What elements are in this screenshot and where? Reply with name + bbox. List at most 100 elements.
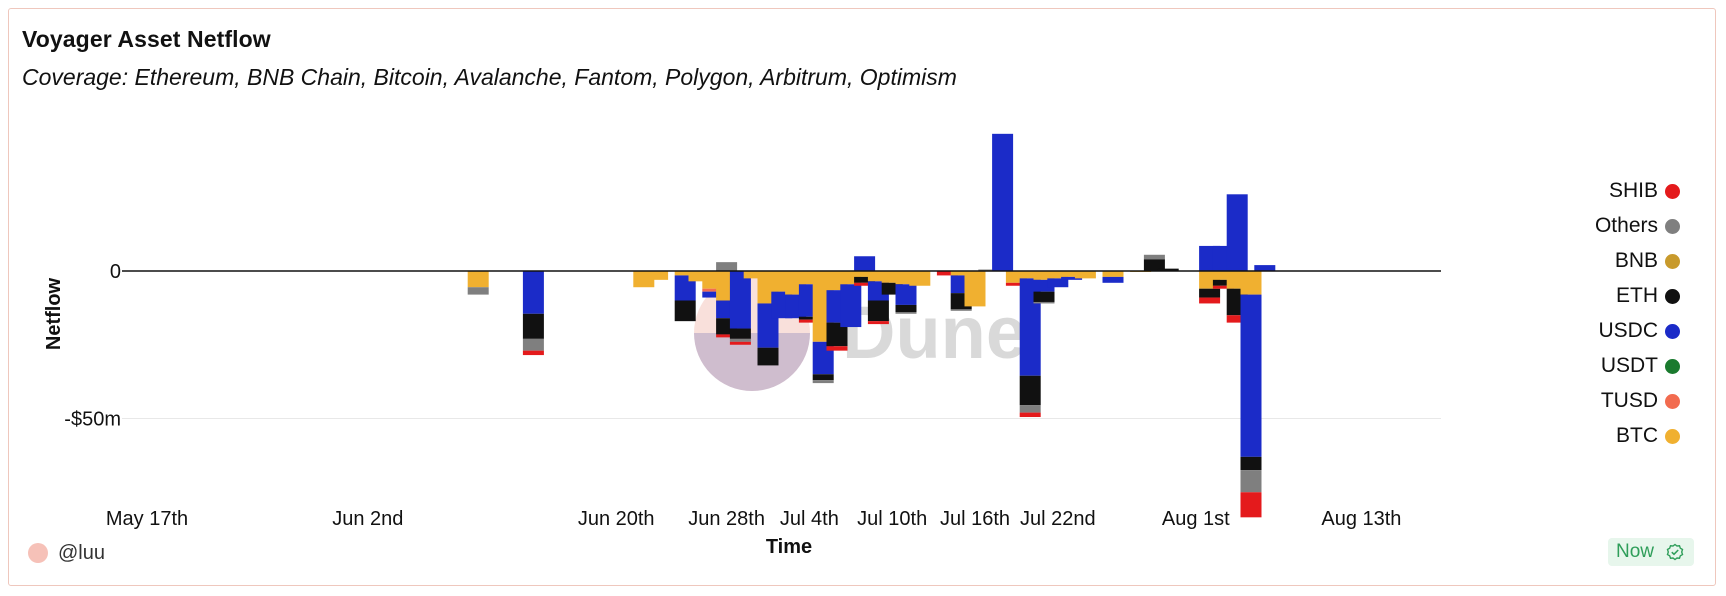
bar-btc-2022-08-03[interactable] — [1212, 271, 1234, 280]
x-axis-ticks: May 17th Jun 2nd Jun 20th Jun 28th Jul 4th Ju… — [106, 508, 1402, 530]
bar-usdc-2022-07-07[interactable] — [840, 284, 862, 328]
bar-eth-2022-07-08[interactable] — [854, 276, 876, 283]
legend-swatch-bnb — [1665, 254, 1680, 269]
bar-shib-2022-08-04[interactable] — [1226, 315, 1248, 323]
bar-eth-2022-07-05[interactable] — [812, 374, 834, 381]
bar-shib-2022-07-19[interactable] — [1005, 282, 1027, 286]
legend-item-eth[interactable]: ETH — [1500, 280, 1700, 315]
bar-eth-2022-07-29[interactable] — [1143, 259, 1165, 271]
bar-usdc-2022-06-27[interactable] — [702, 291, 724, 298]
y-axis-ticks: 0 -$50m — [64, 261, 121, 431]
bar-shib-2022-07-06[interactable] — [826, 346, 848, 351]
bar-eth-2022-07-04[interactable] — [798, 316, 820, 320]
bar-btc-2022-06-10[interactable] — [467, 271, 489, 288]
bar-btc-2022-07-19[interactable] — [1005, 271, 1027, 283]
bar-usdc-2022-06-29[interactable] — [729, 271, 751, 329]
x-axis-label: Time — [766, 536, 812, 558]
bar-others-2022-07-15[interactable] — [950, 309, 972, 311]
bar-shib-2022-06-28[interactable] — [716, 334, 738, 338]
bar-btc-2022-07-09[interactable] — [867, 271, 889, 282]
bar-others-2022-07-29[interactable] — [1143, 254, 1165, 260]
bar-eth-2022-08-02[interactable] — [1199, 288, 1221, 298]
bar-usdc-2022-07-26[interactable] — [1102, 276, 1124, 283]
bar-btc-2022-08-05[interactable] — [1240, 271, 1262, 295]
bar-shib-2022-07-04[interactable] — [798, 319, 820, 323]
bar-usdc-2022-07-11[interactable] — [895, 284, 917, 305]
legend-swatch-tusd — [1665, 394, 1680, 409]
bar-btc-2022-06-23[interactable] — [647, 271, 669, 280]
bar-others-2022-06-28[interactable] — [716, 262, 738, 271]
refresh-status-badge[interactable]: Now — [1608, 538, 1694, 566]
legend-item-shib[interactable]: SHIB — [1500, 175, 1700, 210]
bar-eth-2022-07-20[interactable] — [1019, 375, 1041, 406]
bar-btc-2022-07-22[interactable] — [1047, 271, 1069, 279]
bar-btc-2022-06-30[interactable] — [743, 271, 765, 279]
bar-usdc-2022-07-21[interactable] — [1033, 279, 1055, 292]
bar-eth-2022-06-25[interactable] — [674, 300, 696, 322]
bar-btc-2022-07-08[interactable] — [854, 271, 876, 277]
legend-label: BTC — [1616, 424, 1658, 447]
bar-usdc-2022-08-06[interactable] — [1254, 265, 1276, 271]
bar-others-2022-07-20[interactable] — [1019, 405, 1041, 413]
bar-shib-2022-07-09[interactable] — [867, 321, 889, 325]
y-tick-label: -$50m — [64, 409, 121, 431]
bar-shib-2022-08-02[interactable] — [1199, 297, 1221, 304]
bar-shib-2022-07-14[interactable] — [936, 271, 958, 276]
x-tick-label: Jun 28th — [688, 508, 765, 530]
bar-shib-2022-06-14[interactable] — [522, 350, 544, 356]
bar-btc-2022-06-26[interactable] — [688, 271, 710, 282]
bar-eth-2022-07-21[interactable] — [1033, 291, 1055, 302]
bar-btc-2022-07-24[interactable] — [1074, 271, 1096, 279]
bar-shib-2022-08-03[interactable] — [1212, 285, 1234, 289]
bar-usdc-2022-07-08[interactable] — [854, 256, 876, 271]
bar-shib-2022-07-08[interactable] — [854, 282, 876, 286]
legend-label: Others — [1594, 214, 1658, 237]
bar-others-2022-07-11[interactable] — [895, 312, 917, 314]
legend-item-others[interactable]: Others — [1500, 210, 1700, 245]
x-tick-label: Jul 4th — [780, 508, 839, 530]
bar-btc-2022-07-16[interactable] — [964, 271, 986, 307]
bar-btc-2022-07-15[interactable] — [950, 271, 972, 276]
bar-tusd-2022-06-27[interactable] — [702, 288, 724, 292]
legend-item-btc[interactable]: BTC — [1500, 420, 1700, 455]
bar-others-2022-06-14[interactable] — [522, 338, 544, 351]
bar-others-2022-06-29[interactable] — [729, 338, 751, 342]
bar-others-2022-07-05[interactable] — [812, 380, 834, 384]
legend-item-usdc[interactable]: USDC — [1500, 315, 1700, 350]
bar-eth-2022-07-30[interactable] — [1157, 268, 1179, 271]
legend-swatch-shib — [1665, 184, 1680, 199]
bar-eth-2022-07-06[interactable] — [826, 322, 848, 347]
legend-item-tusd[interactable]: TUSD — [1500, 385, 1700, 420]
bar-btc-2022-07-10[interactable] — [881, 271, 903, 283]
bar-usdc-2022-07-22[interactable] — [1047, 278, 1069, 288]
bar-eth-2022-07-09[interactable] — [867, 300, 889, 322]
bar-others-2022-08-05[interactable] — [1240, 470, 1262, 493]
bar-usdc-2022-06-25[interactable] — [674, 275, 696, 301]
bar-eth-2022-08-05[interactable] — [1240, 456, 1262, 471]
legend-item-bnb[interactable]: BNB — [1500, 245, 1700, 280]
bar-btc-2022-07-21[interactable] — [1033, 271, 1055, 280]
bar-btc-2022-07-12[interactable] — [909, 271, 931, 286]
bar-btc-2022-07-20[interactable] — [1019, 271, 1041, 279]
bar-btc-2022-07-26[interactable] — [1102, 271, 1124, 277]
bar-eth-2022-07-10[interactable] — [881, 282, 903, 295]
bar-usdc-2022-07-18[interactable] — [992, 133, 1014, 271]
bar-shib-2022-07-20[interactable] — [1019, 412, 1041, 418]
bar-usdc-2022-08-05[interactable] — [1240, 294, 1262, 457]
watermark-logo-half — [694, 333, 810, 391]
bar-shib-2022-08-05[interactable] — [1240, 492, 1262, 518]
bar-eth-2022-08-03[interactable] — [1212, 279, 1234, 286]
bar-others-2022-06-10[interactable] — [467, 287, 489, 295]
bar-eth-2022-07-11[interactable] — [895, 304, 917, 313]
legend-item-usdt[interactable]: USDT — [1500, 350, 1700, 385]
bar-shib-2022-06-29[interactable] — [729, 341, 751, 345]
bar-btc-2022-07-23[interactable] — [1061, 271, 1083, 277]
bar-btc-2022-06-25[interactable] — [674, 271, 696, 276]
bar-others-2022-07-21[interactable] — [1033, 301, 1055, 304]
bar-eth-2022-06-14[interactable] — [522, 313, 544, 339]
bar-usdc-2022-07-23[interactable] — [1061, 276, 1083, 280]
bar-eth-2022-07-01[interactable] — [757, 347, 779, 366]
bar-eth-2022-06-29[interactable] — [729, 328, 751, 339]
bar-usdc-2022-08-04[interactable] — [1226, 194, 1248, 271]
bar-usdc-2022-06-14[interactable] — [522, 271, 544, 314]
